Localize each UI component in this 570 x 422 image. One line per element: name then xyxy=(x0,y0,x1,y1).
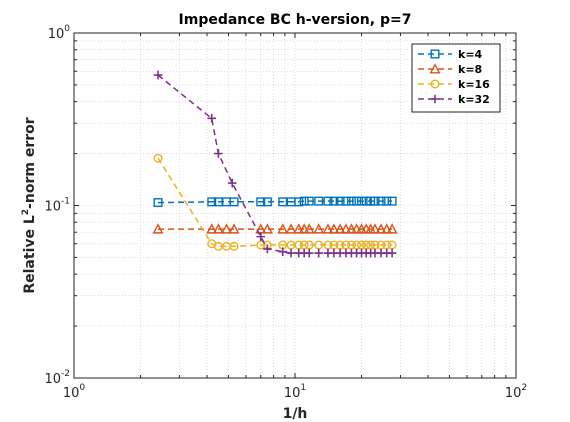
data-point xyxy=(334,223,346,234)
data-point xyxy=(341,196,351,206)
data-point xyxy=(206,223,218,234)
series-line xyxy=(157,157,393,248)
data-point xyxy=(298,223,310,234)
data-point xyxy=(229,241,239,251)
y-axis-label-suffix: -norm error xyxy=(22,117,38,209)
series-k=32 xyxy=(153,70,397,258)
x-tick-label-base: 10 xyxy=(284,386,301,401)
data-point xyxy=(263,244,272,254)
series-k=4 xyxy=(153,196,397,208)
y-tick-label: 100 xyxy=(48,24,71,42)
data-point xyxy=(381,223,393,234)
data-point xyxy=(314,196,324,206)
data-point xyxy=(227,178,237,188)
y-tick-label: 10-2 xyxy=(44,369,70,387)
x-tick-label-exponent: 1 xyxy=(300,383,306,393)
data-point xyxy=(346,196,356,206)
x-tick-label-exponent: 2 xyxy=(521,383,527,393)
data-point xyxy=(352,196,362,206)
data-point xyxy=(335,196,345,206)
data-point xyxy=(370,196,380,206)
data-point xyxy=(376,196,386,206)
data-point xyxy=(345,223,357,234)
data-point xyxy=(221,223,232,234)
data-point xyxy=(323,196,333,206)
data-point xyxy=(256,197,266,207)
data-point xyxy=(387,248,397,258)
legend-marker xyxy=(430,79,440,89)
legend-label: k=16 xyxy=(458,78,490,91)
data-point xyxy=(285,223,297,234)
data-point xyxy=(387,196,397,206)
y-tick-label-exponent: -2 xyxy=(61,369,70,379)
y-tick-label-base: 10 xyxy=(44,200,61,215)
data-point xyxy=(375,223,387,234)
data-point xyxy=(212,223,224,234)
data-point xyxy=(340,223,352,234)
data-point xyxy=(277,223,289,234)
series-layer xyxy=(152,70,398,258)
data-point xyxy=(313,223,325,234)
x-tick-label: 102 xyxy=(505,383,527,401)
data-point xyxy=(294,197,304,207)
data-point xyxy=(261,223,273,234)
x-tick-label-base: 10 xyxy=(505,386,522,401)
data-point xyxy=(314,248,323,258)
legend-box xyxy=(411,43,501,113)
data-point xyxy=(207,197,217,207)
data-point xyxy=(207,114,217,123)
data-point xyxy=(256,240,266,250)
data-point xyxy=(229,197,239,207)
data-point xyxy=(299,196,309,206)
data-point xyxy=(304,248,314,258)
legend-label: k=8 xyxy=(458,63,482,76)
data-point xyxy=(152,223,164,234)
data-point xyxy=(278,197,288,207)
legend-label: k=4 xyxy=(458,48,483,61)
data-point xyxy=(153,198,163,208)
y-tick-label: 10-1 xyxy=(44,197,70,215)
data-point xyxy=(278,247,288,256)
data-point xyxy=(303,223,315,234)
data-point xyxy=(304,196,314,206)
x-tick-label-base: 10 xyxy=(63,386,80,401)
legend: k=4 k=8 k=16 k=32 xyxy=(411,43,501,113)
y-tick-label-base: 10 xyxy=(44,372,61,387)
y-tick-label-base: 10 xyxy=(48,27,65,42)
x-tick-label: 100 xyxy=(63,383,86,401)
y-axis-label: Relative L2-norm error xyxy=(21,117,38,293)
data-point xyxy=(153,153,163,163)
legend-marker xyxy=(430,49,440,59)
y-axis-label-superscript: 2 xyxy=(21,209,31,215)
y-axis-label-prefix: Relative L xyxy=(22,215,38,294)
y-tick-label-exponent: -1 xyxy=(61,197,70,207)
series-line xyxy=(157,200,393,204)
data-point xyxy=(357,196,367,206)
legend-marker xyxy=(430,94,440,104)
data-point xyxy=(286,248,296,258)
data-point xyxy=(322,223,334,234)
data-point xyxy=(329,196,339,206)
data-point xyxy=(262,197,272,207)
x-tick-label-exponent: 0 xyxy=(79,383,85,393)
data-point xyxy=(256,232,266,241)
y-tick-label-exponent: 0 xyxy=(64,24,70,34)
legend-label: k=32 xyxy=(458,93,490,106)
data-point xyxy=(153,70,163,80)
x-tick-label: 101 xyxy=(284,383,306,401)
data-point xyxy=(382,196,392,206)
data-point xyxy=(369,223,381,234)
x-axis-label: 1/h xyxy=(283,406,308,422)
legend-marker xyxy=(429,63,441,74)
series-k=8 xyxy=(152,223,398,234)
data-point xyxy=(293,223,305,234)
data-point xyxy=(214,149,223,158)
data-point xyxy=(228,223,240,234)
data-point xyxy=(328,223,340,234)
chart-title: Impedance BC h-version, p=7 xyxy=(179,12,412,28)
data-point xyxy=(386,223,398,234)
